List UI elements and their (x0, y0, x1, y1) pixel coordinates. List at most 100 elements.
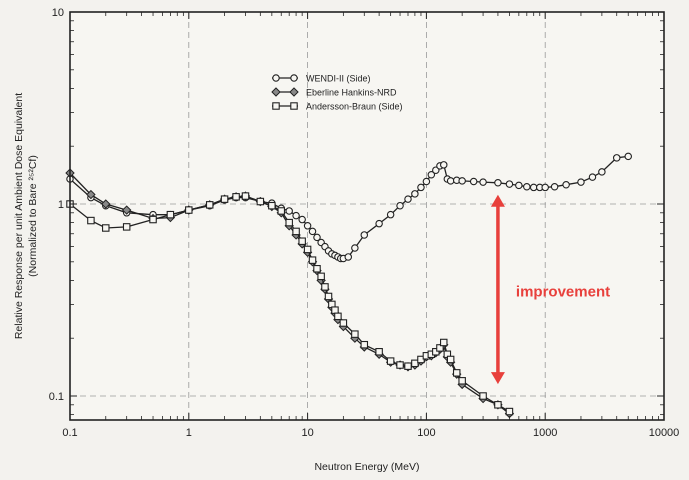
data-point-circle (562, 180, 570, 189)
y-tick-label: 1 (58, 199, 64, 211)
data-point-square (458, 377, 466, 385)
data-point-circle (550, 182, 559, 191)
x-tick-label: 0.1 (62, 427, 77, 439)
data-point-square (303, 245, 312, 254)
data-point-circle (303, 222, 312, 230)
data-point-square (313, 265, 321, 273)
data-point-circle (351, 244, 359, 252)
data-point-circle (344, 253, 353, 261)
data-point-square (334, 312, 342, 321)
y-tick-label: 0.1 (49, 391, 64, 403)
data-point-circle (612, 154, 621, 162)
data-point-square (360, 340, 369, 349)
x-tick-label: 10000 (649, 427, 680, 439)
data-point-square (241, 192, 250, 200)
data-point-circle (386, 210, 395, 219)
data-point-circle (479, 178, 487, 186)
y-axis-label-secondary: (Normalized to Bare ²⁵²Cf) (27, 155, 39, 277)
data-point-square (277, 207, 285, 215)
data-point-circle (529, 183, 538, 192)
legend-marker-square (290, 102, 298, 110)
data-point-square (256, 197, 265, 206)
data-point-circle (308, 227, 317, 236)
data-point-circle (313, 233, 321, 242)
legend-marker-diamond (271, 87, 281, 97)
data-point-square (292, 227, 300, 236)
data-point-square (321, 283, 329, 291)
data-point-circle (446, 177, 455, 185)
legend-label: WENDI-II (Side) (306, 74, 371, 84)
data-point-square (479, 392, 487, 400)
data-point-square (404, 362, 412, 370)
data-point-square (220, 195, 229, 203)
data-point-square (87, 216, 95, 225)
series-3 (66, 192, 514, 416)
data-point-circle (469, 177, 478, 186)
data-point-diamond (121, 205, 132, 215)
data-point-circle (577, 178, 585, 186)
data-point-square (446, 355, 455, 364)
data-point-square (339, 319, 348, 327)
data-point-square (324, 292, 333, 301)
data-point-square (122, 223, 131, 231)
data-point-circle (541, 183, 549, 192)
data-point-circle (427, 171, 436, 179)
data-point-square (298, 237, 306, 245)
axis-ticks: 0.1 1 10 100 1000 10000 0.1 1 10 (49, 7, 680, 439)
data-point-square (268, 201, 276, 210)
legend-marker-circle (272, 74, 280, 82)
data-point-square (331, 306, 339, 314)
legend-marker-square (272, 102, 280, 110)
grid-lines (70, 12, 664, 420)
data-point-circle (411, 190, 419, 198)
data-point-circle (404, 195, 412, 203)
data-point-circle (360, 231, 369, 239)
data-point-square (285, 218, 293, 227)
data-point-circle (396, 201, 404, 210)
data-point-square (205, 201, 214, 209)
data-point-diamond (86, 189, 96, 200)
x-tick-label: 1 (186, 427, 192, 439)
legend-label: Andersson-Braun (Side) (306, 102, 403, 112)
data-point-diamond (101, 199, 111, 209)
data-point-circle (505, 180, 514, 188)
data-point-circle (494, 179, 502, 187)
data-point-circle (440, 161, 448, 169)
data-point-circle (588, 173, 597, 181)
data-point-circle (375, 219, 383, 228)
series-layer (65, 152, 632, 419)
legend-marker-circle (290, 74, 298, 82)
data-point-circle (422, 177, 431, 186)
data-point-circle (598, 168, 606, 176)
data-point-square (411, 359, 419, 368)
data-point-square (375, 348, 383, 356)
data-point-circle (298, 215, 306, 224)
data-point-circle (624, 152, 632, 161)
data-point-circle (515, 181, 523, 190)
data-point-square (308, 256, 317, 264)
data-point-circle (417, 183, 425, 192)
data-point-square (166, 210, 175, 219)
annotation-label: improvement (516, 284, 610, 301)
data-point-square (149, 215, 157, 224)
data-point-square (386, 357, 395, 365)
data-point-square (396, 361, 404, 369)
annotation-arrowhead-up (490, 194, 505, 207)
legend-label: Eberline Hankins-NRD (306, 88, 397, 98)
data-point-square (432, 348, 440, 356)
x-tick-label: 100 (417, 427, 435, 439)
data-point-square (232, 193, 240, 201)
annotation-layer: improvement (490, 194, 610, 385)
plot-frame (69, 11, 665, 421)
data-point-square (440, 338, 448, 347)
data-point-circle (523, 182, 531, 191)
y-tick-label: 10 (52, 7, 64, 19)
x-tick-label: 10 (301, 427, 313, 439)
annotation-arrowhead-down (490, 372, 505, 385)
y-axis-label: Relative Response per unit Ambient Dose … (13, 93, 25, 339)
data-point-circle (285, 207, 293, 215)
data-point-circle (458, 177, 466, 185)
data-point-square (317, 272, 325, 281)
data-point-square (505, 407, 514, 416)
